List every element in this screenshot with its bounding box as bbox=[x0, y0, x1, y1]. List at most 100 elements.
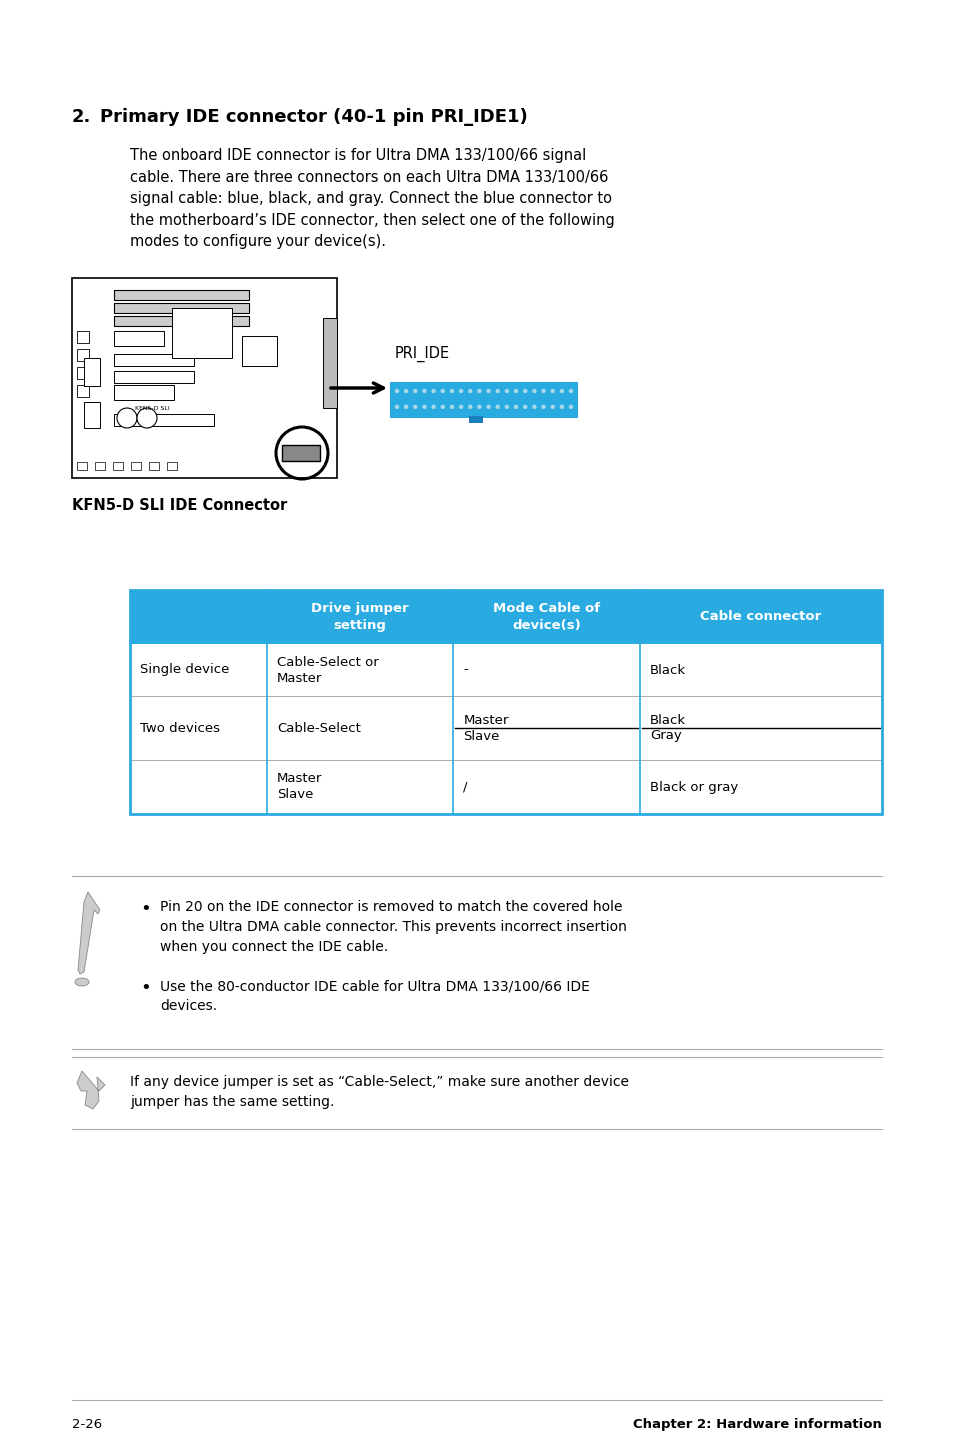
Circle shape bbox=[495, 388, 499, 393]
Circle shape bbox=[476, 404, 481, 408]
Circle shape bbox=[486, 388, 490, 393]
Text: KFN5-D SLI: KFN5-D SLI bbox=[134, 406, 170, 410]
Bar bbox=[112, 462, 123, 470]
Bar bbox=[131, 462, 141, 470]
Text: /: / bbox=[463, 781, 467, 794]
Circle shape bbox=[431, 388, 436, 393]
Circle shape bbox=[449, 404, 454, 408]
Text: If any device jumper is set as “Cable-Select,” make sure another device
jumper h: If any device jumper is set as “Cable-Se… bbox=[130, 1076, 628, 1109]
Bar bbox=[84, 403, 100, 429]
Polygon shape bbox=[78, 892, 100, 974]
Text: Use the 80-conductor IDE cable for Ultra DMA 133/100/66 IDE
devices.: Use the 80-conductor IDE cable for Ultra… bbox=[160, 979, 589, 1012]
Circle shape bbox=[540, 404, 545, 408]
Ellipse shape bbox=[75, 978, 89, 986]
Circle shape bbox=[395, 404, 398, 408]
Text: KFN5-D SLI IDE Connector: KFN5-D SLI IDE Connector bbox=[71, 498, 287, 513]
Circle shape bbox=[532, 404, 536, 408]
Bar bbox=[130, 644, 882, 696]
Circle shape bbox=[431, 404, 436, 408]
Bar bbox=[113, 371, 193, 383]
Text: Master
Slave: Master Slave bbox=[463, 713, 508, 742]
Bar bbox=[77, 385, 89, 397]
Text: Mode Cable of
device(s): Mode Cable of device(s) bbox=[493, 603, 599, 631]
Circle shape bbox=[137, 408, 157, 429]
Bar bbox=[130, 696, 882, 761]
Circle shape bbox=[395, 388, 398, 393]
Bar bbox=[282, 444, 319, 462]
Bar bbox=[167, 462, 177, 470]
Circle shape bbox=[522, 388, 527, 393]
Circle shape bbox=[559, 388, 563, 393]
Circle shape bbox=[117, 408, 137, 429]
Circle shape bbox=[413, 388, 417, 393]
Circle shape bbox=[458, 388, 463, 393]
Text: Pin 20 on the IDE connector is removed to match the covered hole
on the Ultra DM: Pin 20 on the IDE connector is removed t… bbox=[160, 900, 626, 953]
Text: Primary IDE connector (40-1 pin PRI_IDE1): Primary IDE connector (40-1 pin PRI_IDE1… bbox=[100, 108, 527, 127]
Text: Cable connector: Cable connector bbox=[700, 611, 821, 624]
Bar bbox=[390, 383, 578, 418]
Text: The onboard IDE connector is for Ultra DMA 133/100/66 signal
cable. There are th: The onboard IDE connector is for Ultra D… bbox=[130, 148, 614, 249]
Circle shape bbox=[522, 404, 527, 408]
Bar bbox=[172, 308, 232, 358]
Bar bbox=[113, 414, 213, 426]
Circle shape bbox=[568, 388, 573, 393]
Bar bbox=[469, 416, 482, 423]
Text: Black or gray: Black or gray bbox=[649, 781, 738, 794]
Bar bbox=[323, 318, 336, 408]
Circle shape bbox=[532, 388, 536, 393]
Text: 2-26: 2-26 bbox=[71, 1418, 102, 1431]
Bar bbox=[77, 331, 89, 344]
Text: •: • bbox=[140, 900, 151, 917]
Circle shape bbox=[514, 388, 517, 393]
Circle shape bbox=[440, 404, 444, 408]
Circle shape bbox=[559, 404, 563, 408]
Bar bbox=[149, 462, 159, 470]
Circle shape bbox=[568, 404, 573, 408]
Circle shape bbox=[514, 404, 517, 408]
Text: Drive jumper
setting: Drive jumper setting bbox=[311, 603, 409, 631]
Text: Single device: Single device bbox=[140, 663, 229, 676]
Bar bbox=[113, 290, 249, 301]
Text: •: • bbox=[140, 979, 151, 997]
Bar bbox=[113, 303, 249, 313]
Text: Master
Slave: Master Slave bbox=[276, 772, 322, 801]
Circle shape bbox=[440, 388, 444, 393]
Circle shape bbox=[413, 404, 417, 408]
Bar bbox=[113, 331, 164, 347]
Circle shape bbox=[468, 404, 472, 408]
Text: Two devices: Two devices bbox=[140, 722, 220, 735]
Bar bbox=[77, 349, 89, 361]
Circle shape bbox=[403, 388, 408, 393]
Bar bbox=[95, 462, 105, 470]
Text: Cable-Select: Cable-Select bbox=[276, 722, 360, 735]
Circle shape bbox=[458, 404, 463, 408]
Circle shape bbox=[495, 404, 499, 408]
Circle shape bbox=[476, 388, 481, 393]
Polygon shape bbox=[77, 1071, 105, 1109]
Bar bbox=[84, 358, 100, 385]
Bar bbox=[71, 278, 336, 477]
Bar bbox=[130, 761, 882, 814]
Circle shape bbox=[550, 388, 555, 393]
Circle shape bbox=[422, 404, 426, 408]
Bar bbox=[242, 336, 276, 367]
Circle shape bbox=[486, 404, 490, 408]
Circle shape bbox=[449, 388, 454, 393]
Text: PRI_IDE: PRI_IDE bbox=[395, 347, 450, 362]
Circle shape bbox=[504, 388, 509, 393]
Bar bbox=[77, 462, 87, 470]
Bar bbox=[77, 367, 89, 380]
Text: Black: Black bbox=[649, 663, 685, 676]
Text: Chapter 2: Hardware information: Chapter 2: Hardware information bbox=[633, 1418, 882, 1431]
Text: -: - bbox=[463, 663, 468, 676]
Circle shape bbox=[468, 388, 472, 393]
Circle shape bbox=[504, 404, 509, 408]
Bar bbox=[113, 385, 173, 400]
Bar bbox=[113, 316, 249, 326]
Bar bbox=[113, 354, 193, 367]
Bar bbox=[130, 590, 882, 644]
Circle shape bbox=[540, 388, 545, 393]
Text: 2.: 2. bbox=[71, 108, 91, 127]
Text: Cable-Select or
Master: Cable-Select or Master bbox=[276, 656, 378, 684]
Text: Black
Gray: Black Gray bbox=[649, 713, 685, 742]
